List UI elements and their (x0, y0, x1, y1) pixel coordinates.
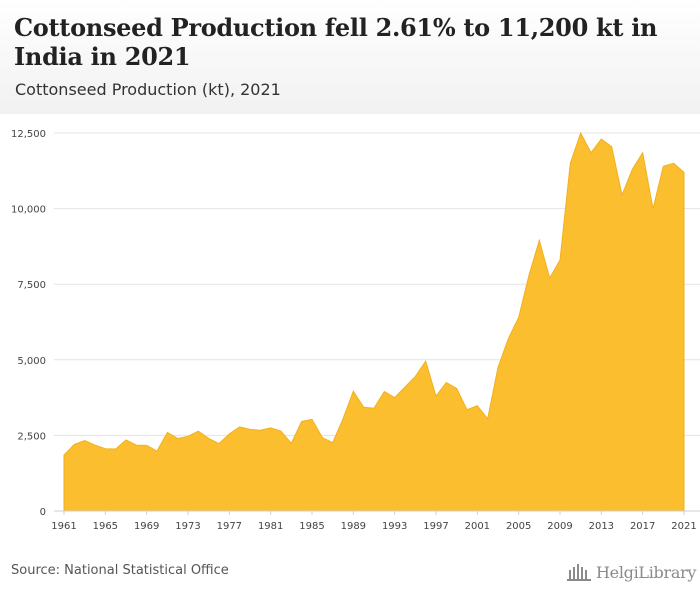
x-axis: 1961 1965 1969 1973 1977 1981 1985 1989 1993 1997… (51, 510, 700, 532)
x-tick-label: 2005 (506, 521, 531, 532)
y-tick-label: 7,500 (17, 280, 46, 291)
x-tick-label: 1969 (134, 521, 159, 532)
logo-text: HelgiLibrary (596, 562, 697, 582)
source-note: Source: National Statistical Office (11, 563, 229, 578)
x-tick-label: 2001 (465, 521, 490, 532)
helgi-library-logo: HelgiLibrary (566, 561, 696, 583)
x-tick-label: 1977 (217, 521, 242, 532)
chart-title: Cottonseed Production fell 2.61% to 11,2… (14, 13, 658, 71)
y-tick-label: 2,500 (17, 431, 46, 442)
x-tick-label: 2017 (630, 521, 655, 532)
y-axis: 0 2,500 5,000 7,500 10,000 12,500 (11, 129, 46, 518)
x-tick-label: 1961 (51, 521, 76, 532)
chart-header: Cottonseed Production fell 2.61% to 11,2… (0, 0, 700, 114)
y-tick-label: 12,500 (11, 129, 46, 140)
x-tick-label: 2013 (589, 521, 614, 532)
x-tick-label: 1997 (423, 521, 448, 532)
x-tick-label: 1989 (341, 521, 366, 532)
x-tick-label: 2009 (547, 521, 572, 532)
x-tick-label: 1981 (258, 521, 283, 532)
y-tick-label: 0 (40, 507, 46, 518)
y-tick-label: 10,000 (11, 205, 46, 216)
x-tick-label: 1965 (93, 521, 118, 532)
x-tick-label: 2021 (671, 521, 696, 532)
x-tick-label: 1973 (175, 521, 200, 532)
x-tick-label: 1985 (299, 521, 324, 532)
series-area (63, 131, 685, 512)
series-area-path (63, 131, 685, 512)
chart-subtitle: Cottonseed Production (kt), 2021 (15, 80, 281, 99)
library-building-icon (567, 564, 591, 581)
y-tick-label: 5,000 (17, 356, 46, 367)
x-tick-label: 1993 (382, 521, 407, 532)
